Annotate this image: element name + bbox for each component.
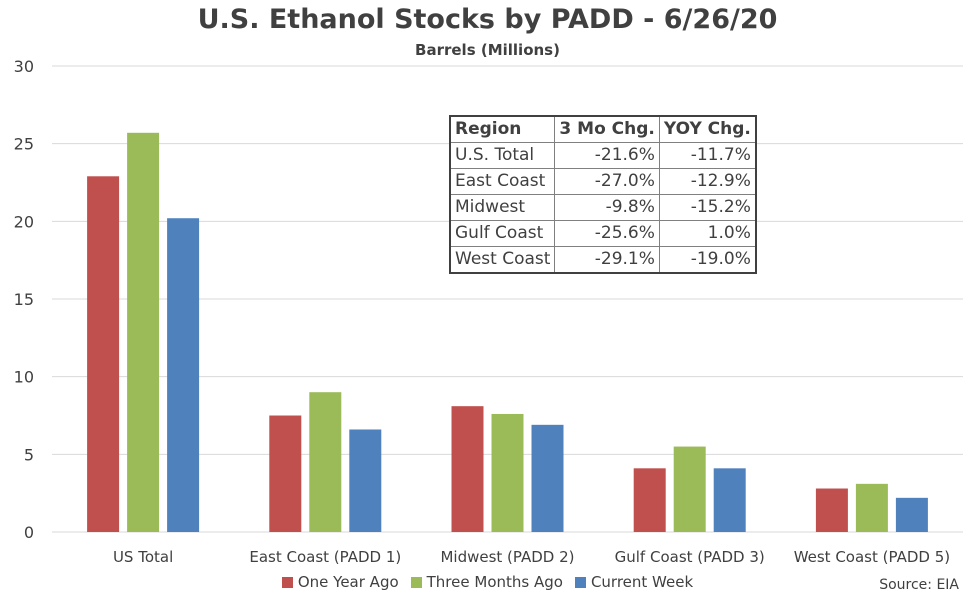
table-cell-3mo: -29.1% — [554, 246, 660, 274]
bar — [349, 429, 382, 532]
table-cell-3mo: -25.6% — [554, 220, 660, 247]
bar — [309, 392, 342, 532]
table-header-yoy: YOY Chg. — [658, 115, 757, 143]
table-row: Midwest -9.8% -15.2% — [449, 194, 757, 221]
bar — [815, 488, 848, 532]
legend-label: One Year Ago — [297, 573, 399, 591]
y-tick-label: 10 — [14, 368, 34, 387]
legend-label: Three Months Ago — [426, 573, 563, 591]
table-header-3mo: 3 Mo Chg. — [554, 115, 660, 143]
table-cell-region: East Coast — [449, 168, 556, 195]
bar — [713, 468, 746, 532]
chart-title: U.S. Ethanol Stocks by PADD - 6/26/20 — [197, 4, 778, 35]
y-tick-label: 30 — [14, 57, 34, 76]
table-cell-yoy: -19.0% — [658, 246, 757, 274]
table-row: West Coast -29.1% -19.0% — [449, 246, 757, 274]
table-cell-3mo: -9.8% — [554, 194, 660, 221]
legend-swatch — [410, 576, 422, 588]
bar — [491, 413, 524, 532]
bar — [531, 424, 564, 532]
table-cell-region: Midwest — [449, 194, 556, 221]
bar — [167, 218, 200, 532]
table-cell-yoy: -12.9% — [658, 168, 757, 195]
y-tick-label: 25 — [14, 135, 34, 154]
legend-item: Current Week — [574, 573, 694, 591]
x-tick-label: East Coast (PADD 1) — [249, 548, 401, 566]
chart-subtitle: Barrels (Millions) — [415, 41, 560, 59]
table-row: Gulf Coast -25.6% 1.0% — [449, 220, 757, 247]
bar — [127, 132, 160, 532]
y-tick-label: 5 — [24, 445, 34, 464]
table-header-row: Region 3 Mo Chg. YOY Chg. — [449, 115, 757, 143]
legend-item: One Year Ago — [281, 573, 399, 591]
table-cell-region: U.S. Total — [449, 142, 556, 169]
y-tick-label: 15 — [14, 290, 34, 309]
table-cell-yoy: -15.2% — [658, 194, 757, 221]
legend-swatch — [574, 576, 586, 588]
table-cell-region: Gulf Coast — [449, 220, 556, 247]
x-tick-label: Gulf Coast (PADD 3) — [615, 548, 765, 566]
chart-legend: One Year Ago Three Months Ago Current We… — [0, 573, 975, 591]
change-table: Region 3 Mo Chg. YOY Chg. U.S. Total -21… — [449, 115, 757, 274]
x-tick-label: US Total — [113, 548, 173, 566]
bar — [87, 176, 120, 532]
bar — [895, 497, 928, 532]
bar — [855, 483, 888, 532]
bar — [451, 406, 484, 532]
table-header-region: Region — [449, 115, 556, 143]
x-tick-label: West Coast (PADD 5) — [794, 548, 950, 566]
source-note: Source: EIA — [879, 577, 959, 593]
x-tick-label: Midwest (PADD 2) — [440, 548, 574, 566]
table-cell-region: West Coast — [449, 246, 556, 274]
y-tick-label: 20 — [14, 212, 34, 231]
bar — [633, 468, 666, 532]
legend-item: Three Months Ago — [410, 573, 563, 591]
table-cell-3mo: -21.6% — [554, 142, 660, 169]
y-tick-label: 0 — [24, 523, 34, 542]
table-cell-yoy: 1.0% — [658, 220, 757, 247]
table-row: U.S. Total -21.6% -11.7% — [449, 142, 757, 169]
bar — [269, 415, 302, 532]
bar — [673, 446, 706, 532]
legend-label: Current Week — [590, 573, 694, 591]
table-row: East Coast -27.0% -12.9% — [449, 168, 757, 195]
table-cell-3mo: -27.0% — [554, 168, 660, 195]
legend-swatch — [281, 576, 293, 588]
table-cell-yoy: -11.7% — [658, 142, 757, 169]
